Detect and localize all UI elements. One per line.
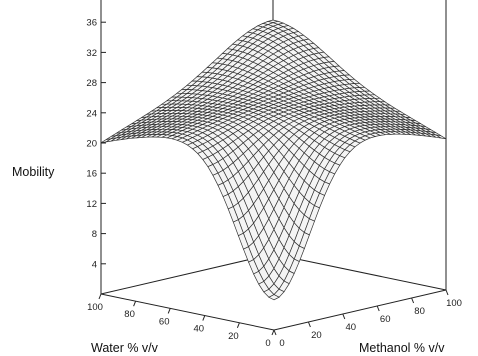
z-tick-label: 16: [86, 169, 97, 180]
z-tick-label: 12: [86, 199, 97, 210]
y-tick-label: 100: [446, 298, 462, 309]
x-tick-label: 100: [87, 302, 103, 313]
y-tick-mark: [273, 329, 277, 336]
box-edge-floor-back-right: [272, 253, 447, 291]
x-tick-mark: [271, 329, 275, 336]
x-tick-mark: [133, 301, 137, 307]
y-axis-ticks: 0 20 40 60 80 100: [273, 289, 462, 349]
x-tick-label: 80: [124, 309, 135, 320]
z-tick-label: 36: [86, 18, 97, 29]
y-axis-line: [273, 289, 447, 331]
x-tick-label: 0: [265, 338, 270, 349]
surface-cell: [268, 294, 280, 301]
y-tick-label: 20: [311, 330, 322, 341]
y-tick-label: 80: [414, 306, 425, 317]
z-tick-label: 28: [86, 78, 97, 89]
y-tick-mark: [445, 289, 449, 296]
y-tick-mark: [342, 313, 346, 320]
z-tick-label: 4: [92, 259, 97, 270]
z-tick-label: 8: [92, 229, 97, 240]
y-tick-mark: [411, 297, 415, 304]
box-edge-floor-back-left: [100, 253, 274, 295]
z-tick-label: 32: [86, 48, 97, 59]
x-axis-title: Water % v/v: [91, 341, 159, 355]
x-axis-line: [100, 293, 275, 331]
y-axis-title: Methanol % v/v: [359, 341, 445, 355]
z-axis-ticks: 481216202428323640: [86, 18, 106, 270]
x-tick-mark: [167, 308, 171, 314]
x-tick-mark: [202, 315, 206, 321]
y-tick-label: 40: [346, 322, 357, 333]
z-tick-label: 20: [86, 139, 97, 150]
x-axis-ticks: 100 80 60 40 20 0: [87, 293, 275, 349]
y-tick-mark: [307, 321, 311, 328]
y-tick-label: 60: [380, 314, 391, 325]
x-tick-mark: [98, 293, 102, 300]
z-tick-label: 24: [86, 108, 97, 119]
y-tick-label: 0: [279, 338, 284, 349]
z-axis-title: Mobility: [12, 165, 55, 179]
surface-mesh: [100, 19, 447, 301]
x-tick-label: 60: [159, 316, 170, 327]
x-tick-label: 20: [228, 331, 239, 342]
x-tick-label: 40: [194, 324, 205, 335]
y-tick-mark: [376, 305, 380, 312]
x-tick-mark: [236, 322, 240, 328]
